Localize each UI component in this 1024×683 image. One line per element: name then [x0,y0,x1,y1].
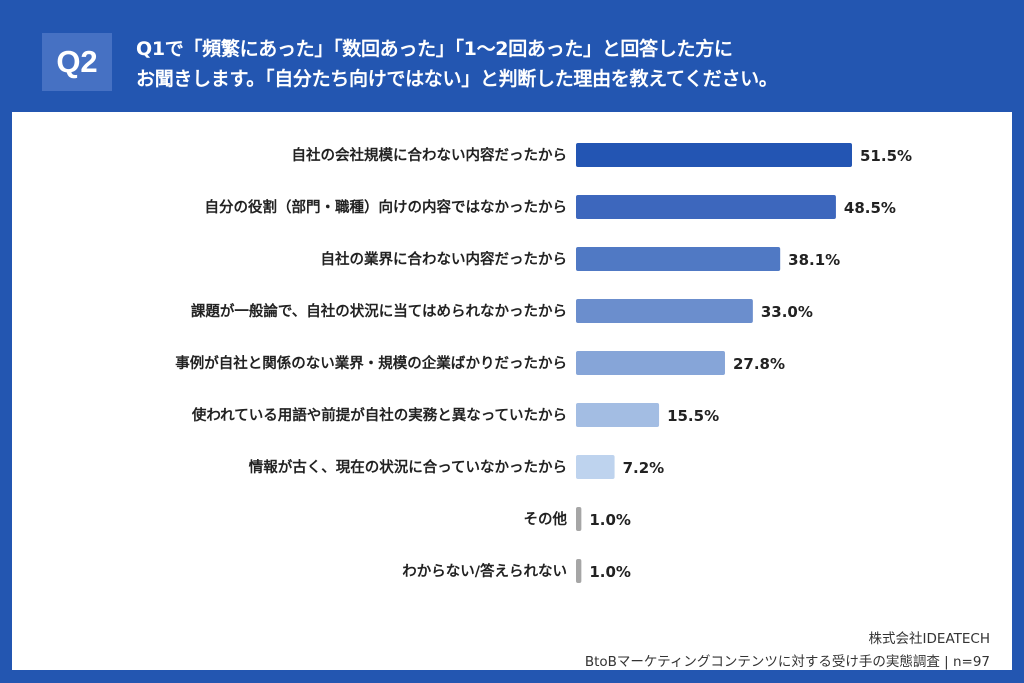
bar [576,559,582,583]
category-label: 自社の会社規模に合わない内容だったから [292,146,568,164]
question-number-badge: Q2 [42,33,112,91]
data-label: 1.0% [589,563,631,581]
category-label: その他 [524,510,568,528]
bar [576,195,836,219]
bar [576,247,781,271]
data-label: 38.1% [788,251,840,269]
category-label: 使われている用語や前提が自社の実務と異なっていたから [191,406,567,424]
data-label: 48.5% [844,199,896,217]
footer-survey: BtoBマーケティングコンテンツに対する受け手の実態調査 | n=97 [584,654,990,670]
data-label: 15.5% [667,407,719,425]
bar [576,403,660,427]
data-label: 33.0% [761,303,813,321]
data-label: 1.0% [589,511,631,529]
data-label: 51.5% [860,147,912,165]
bar [576,455,615,479]
question-line-2: お聞きします。「自分たち向けではない」と判断した理由を教えてください。 [136,68,778,90]
bar [576,143,852,167]
question-text: Q1で「頻繁にあった」「数回あった」「1〜2回あった」と回答した方に お聞きしま… [136,34,778,94]
category-label: 課題が一般論で、自社の状況に当てはめられなかったから [191,302,567,320]
category-label: 自分の役割（部門・職種）向けの内容ではなかったから [205,198,568,216]
bar [576,351,725,375]
category-label: わからない/答えられない [402,562,567,580]
data-label: 7.2% [623,459,665,477]
footer-company: 株式会社IDEATECH [868,631,990,647]
chart-panel [12,112,1012,670]
question-line-1: Q1で「頻繁にあった」「数回あった」「1〜2回あった」と回答した方に [136,38,733,60]
bar [576,507,582,531]
category-label: 事例が自社と関係のない業界・規模の企業ばかりだったから [175,354,567,372]
bar [576,299,753,323]
category-label: 自社の業界に合わない内容だったから [321,250,568,268]
category-label: 情報が古く、現在の状況に合っていなかったから [249,458,567,476]
data-label: 27.8% [733,355,785,373]
